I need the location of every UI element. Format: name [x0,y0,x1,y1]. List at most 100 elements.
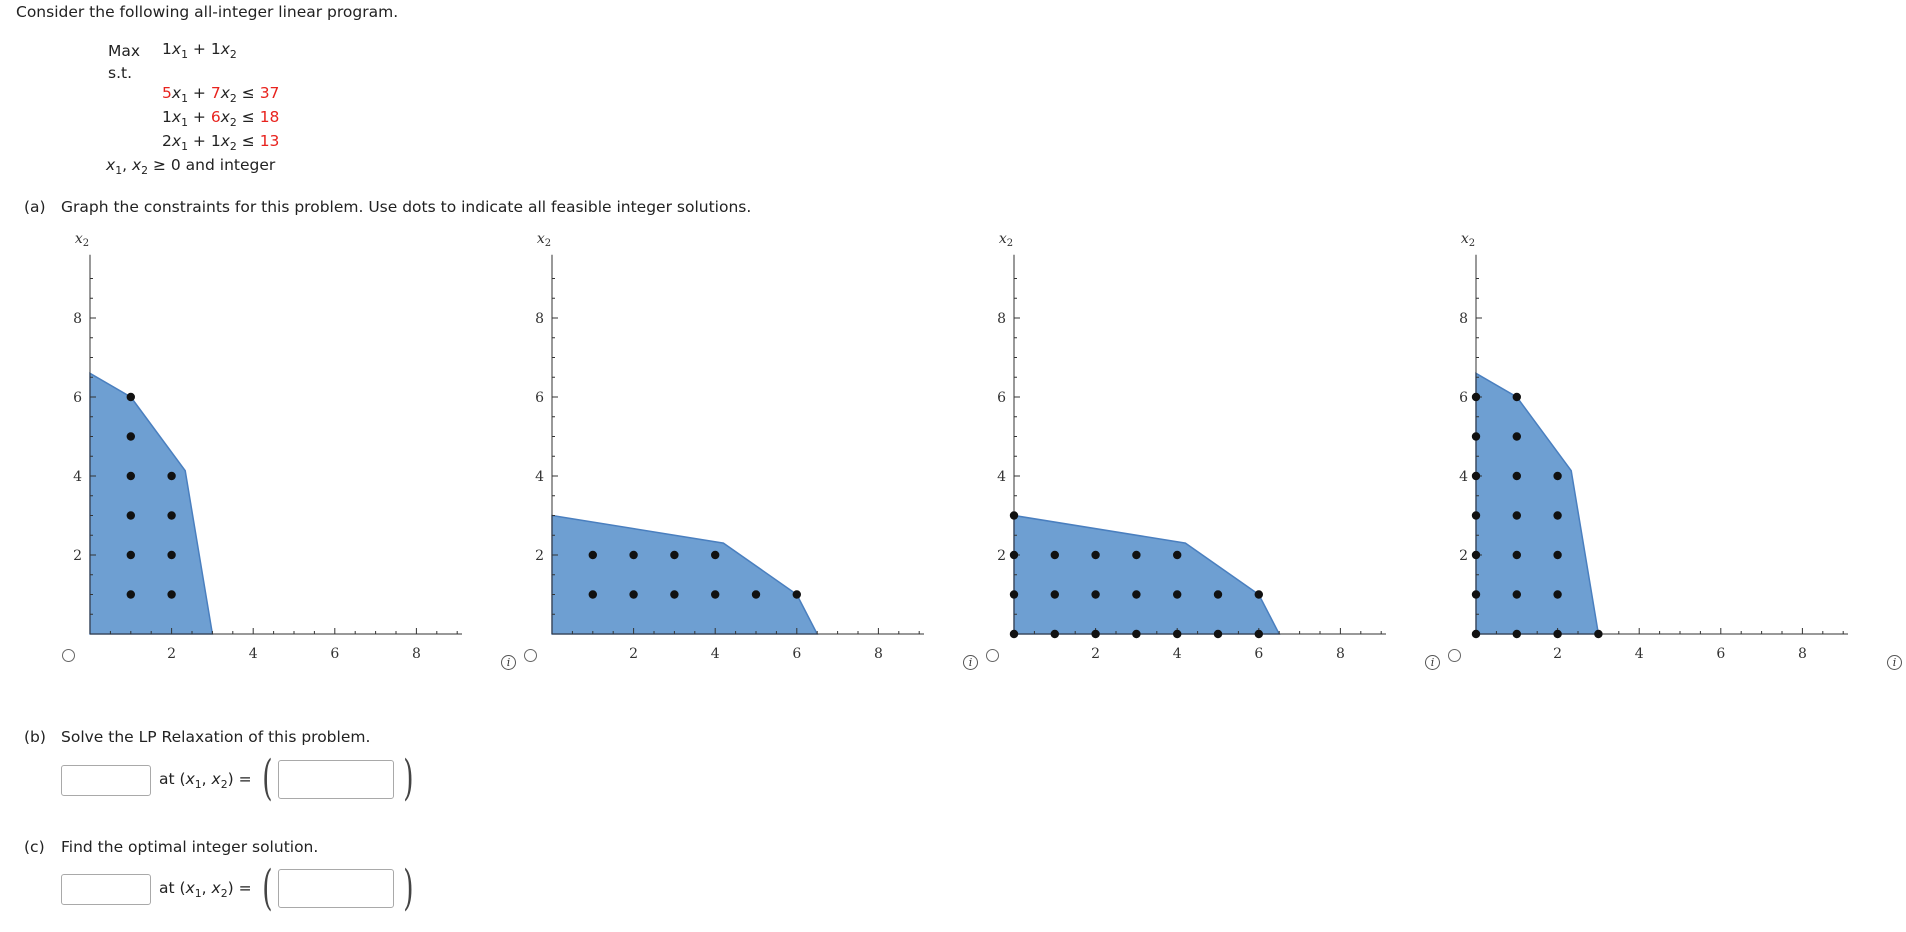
feasible-integer-point [1132,550,1141,560]
part-a-label: (a) [24,198,46,216]
integer-solution-coords-input[interactable] [278,869,394,908]
y-axis-label: x2 [537,231,551,249]
x-tick-label: 6 [1716,646,1725,662]
problem-intro: Consider the following all-integer linea… [16,3,399,21]
y-tick-label: 2 [1459,548,1468,564]
feasible-integer-point [1091,629,1100,639]
part-b-text: Solve the LP Relaxation of this problem. [61,728,371,746]
x-tick-label: 4 [249,646,258,662]
part-c-text: Find the optimal integer solution. [61,838,319,856]
feasible-integer-point [1594,629,1603,639]
feasible-integer-point [1553,629,1562,639]
feasible-integer-point [1213,629,1223,639]
y-tick-label: 4 [73,469,82,485]
integer-solution-coord-label: at (x1, x2) = [159,879,252,900]
constraint-1: 5x1 + 7x2 ≤ 37 [162,84,280,105]
feasible-region [89,371,214,635]
feasible-integer-point [1512,511,1521,520]
constraint-2: 1x1 + 6x2 ≤ 18 [162,108,280,129]
graph-option-3-radio[interactable] [986,649,999,662]
integer-solution-value-input[interactable] [61,874,151,905]
feasible-integer-point [1009,550,1019,560]
feasible-integer-point [1471,590,1481,599]
feasible-integer-point [1050,629,1059,639]
feasible-integer-point [1091,550,1100,560]
y-tick-label: 4 [1459,469,1468,485]
feasible-integer-point [1471,511,1481,520]
info-icon[interactable]: i [501,655,516,670]
feasible-integer-point [1471,550,1481,560]
y-tick-label: 2 [535,548,544,564]
feasible-integer-point [1553,511,1562,520]
feasible-integer-point [126,590,135,599]
y-axis-label: x2 [999,231,1013,249]
lp-relaxation-value-input[interactable] [61,765,151,796]
right-paren: ) [403,750,414,806]
feasible-integer-point [1091,590,1100,599]
feasible-integer-point [588,550,597,560]
feasible-integer-point [1173,629,1182,639]
y-tick-label: 8 [1459,311,1468,327]
graph-3: 24682468x1x2 [997,231,1386,662]
feasible-integer-point [1512,590,1521,599]
info-icon[interactable]: i [1425,655,1440,670]
feasible-integer-point [1050,550,1059,560]
feasible-integer-point [751,590,761,599]
graph-1: 24682468x1x2 [73,231,462,662]
info-icon[interactable]: i [1887,655,1902,670]
y-tick-label: 8 [73,311,82,327]
y-tick-label: 8 [535,311,544,327]
y-tick-label: 6 [535,390,544,406]
graph-option-2-radio[interactable] [524,649,537,662]
objective-function: 1x1 + 1x2 [162,40,237,61]
feasible-integer-point [167,471,176,481]
feasible-integer-point [1471,432,1481,441]
feasible-integer-point [1254,590,1263,599]
graph-option-1: 24682468x1x2 [0,0,462,700]
feasible-integer-point [792,590,801,599]
feasible-integer-point [1553,471,1562,481]
graph-4: 24682468x1x2 [1459,231,1848,662]
graph-option-2: 24682468x1x2 [462,0,924,700]
y-tick-label: 6 [73,390,82,406]
graph-option-3: 24682468x1x2 [924,0,1386,700]
part-b-label: (b) [24,728,46,746]
feasible-integer-point [1553,590,1562,599]
graph-option-1-radio[interactable] [62,649,75,662]
feasible-region [551,514,819,635]
feasible-integer-point [629,590,638,599]
feasible-integer-point [1132,590,1141,599]
feasible-integer-point [1553,550,1562,560]
feasible-integer-point [1254,629,1263,639]
y-axis-label: x2 [75,231,89,249]
y-tick-label: 4 [535,469,544,485]
feasible-integer-point [1471,392,1481,402]
nonnegativity-constraint: x1, x2 ≥ 0 and integer [106,156,276,177]
x-tick-label: 8 [1336,646,1345,662]
feasible-integer-point [126,392,135,402]
st-label: s.t. [108,64,133,82]
right-paren: ) [403,860,414,916]
lp-relaxation-coords-input[interactable] [278,760,394,799]
y-tick-label: 4 [997,469,1006,485]
graph-option-4: 24682468x1x2 [1386,0,1848,700]
feasible-integer-point [1471,629,1481,639]
x-tick-label: 8 [874,646,883,662]
feasible-integer-point [1009,629,1019,639]
y-tick-label: 8 [997,311,1006,327]
feasible-region [1013,514,1281,635]
feasible-integer-point [1173,550,1182,560]
feasible-integer-point [1009,511,1019,520]
feasible-integer-point [167,590,176,599]
feasible-integer-point [1512,550,1521,560]
info-icon[interactable]: i [963,655,978,670]
feasible-integer-point [1512,392,1521,402]
feasible-integer-point [126,550,135,560]
x-tick-label: 6 [1254,646,1263,662]
constraint-3: 2x1 + 1x2 ≤ 13 [162,132,280,153]
x-tick-label: 2 [167,646,176,662]
graph-option-4-radio[interactable] [1448,649,1461,662]
feasible-integer-point [629,550,638,560]
feasible-integer-point [126,511,135,520]
feasible-integer-point [1173,590,1182,599]
